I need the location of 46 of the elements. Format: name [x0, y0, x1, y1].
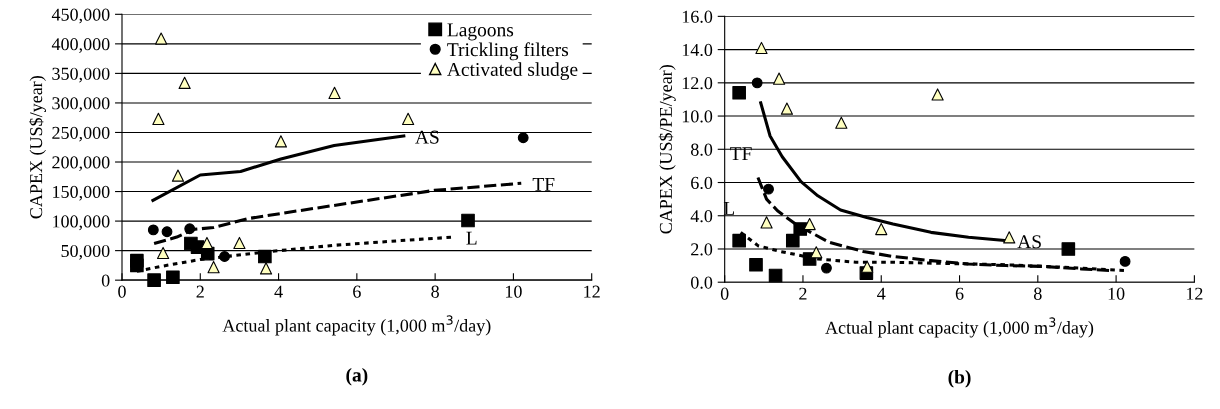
legend-label: Lagoons — [447, 23, 514, 41]
annotation: L — [466, 231, 477, 245]
x-axis-title: Actual plant capacity (1,000 m$^{3}$/day) — [825, 317, 1094, 338]
y-axis-title: CAPEX (US$/year) — [28, 76, 46, 219]
y-tick-label: 200,000 — [52, 156, 110, 172]
x-tick-label: 12 — [584, 285, 600, 298]
x-tick-label: 4 — [274, 285, 283, 298]
x-tick-label: 10 — [505, 285, 522, 298]
x-tick-label: 0 — [118, 285, 126, 298]
x-tick-label: 4 — [877, 287, 886, 300]
x-tick-label: 8 — [431, 285, 439, 298]
x-tick-label: 0 — [720, 287, 729, 300]
y-tick-label: 100,000 — [53, 215, 110, 231]
y-tick-label: 350,000 — [52, 67, 110, 83]
y-tick-label: 0 — [101, 274, 110, 287]
x-tick-label: 2 — [196, 285, 204, 298]
text: (b) — [948, 369, 971, 388]
y-tick-label: 250,000 — [52, 126, 110, 142]
y-tick-label: 8.0 — [690, 143, 713, 156]
y-tick-label: 0.0 — [690, 276, 713, 289]
y-tick-label: 16.0 — [682, 10, 713, 23]
y-tick-label: 6.0 — [691, 176, 713, 190]
x-tick-label: 12 — [1186, 287, 1203, 300]
x-axis-title: Actual plant capacity (1,000 m$^{3}$/day) — [222, 315, 491, 336]
x-tick-label: 10 — [1108, 287, 1125, 300]
y-axis-title: CAPEX (US$/PE/year) — [658, 65, 676, 234]
y-tick-label: 150,000 — [53, 185, 110, 201]
y-tick-label: 50,000 — [61, 244, 110, 260]
legend-label: Activated sludge — [447, 62, 578, 80]
x-tick-label: 6 — [955, 287, 964, 300]
x-tick-label: 8 — [1033, 287, 1042, 300]
legend-label: Trickling filters — [447, 42, 569, 61]
y-tick-label: 400,000 — [51, 38, 110, 53]
y-tick-label: 2.0 — [691, 243, 713, 256]
y-tick-label: 14.0 — [682, 43, 713, 57]
y-tick-label: 10.0 — [682, 110, 713, 123]
y-tick-label: 4.0 — [690, 210, 713, 223]
annotation: TF — [730, 147, 752, 160]
y-tick-label: 300,000 — [52, 97, 110, 112]
x-tick-label: 6 — [353, 285, 361, 298]
text: (a) — [346, 367, 368, 386]
y-tick-label: 12.0 — [682, 77, 713, 90]
annotation: TF — [532, 178, 555, 191]
y-tick-label: 450,000 — [51, 8, 110, 24]
annotation: AS — [1017, 235, 1041, 249]
x-tick-label: 2 — [799, 287, 807, 300]
